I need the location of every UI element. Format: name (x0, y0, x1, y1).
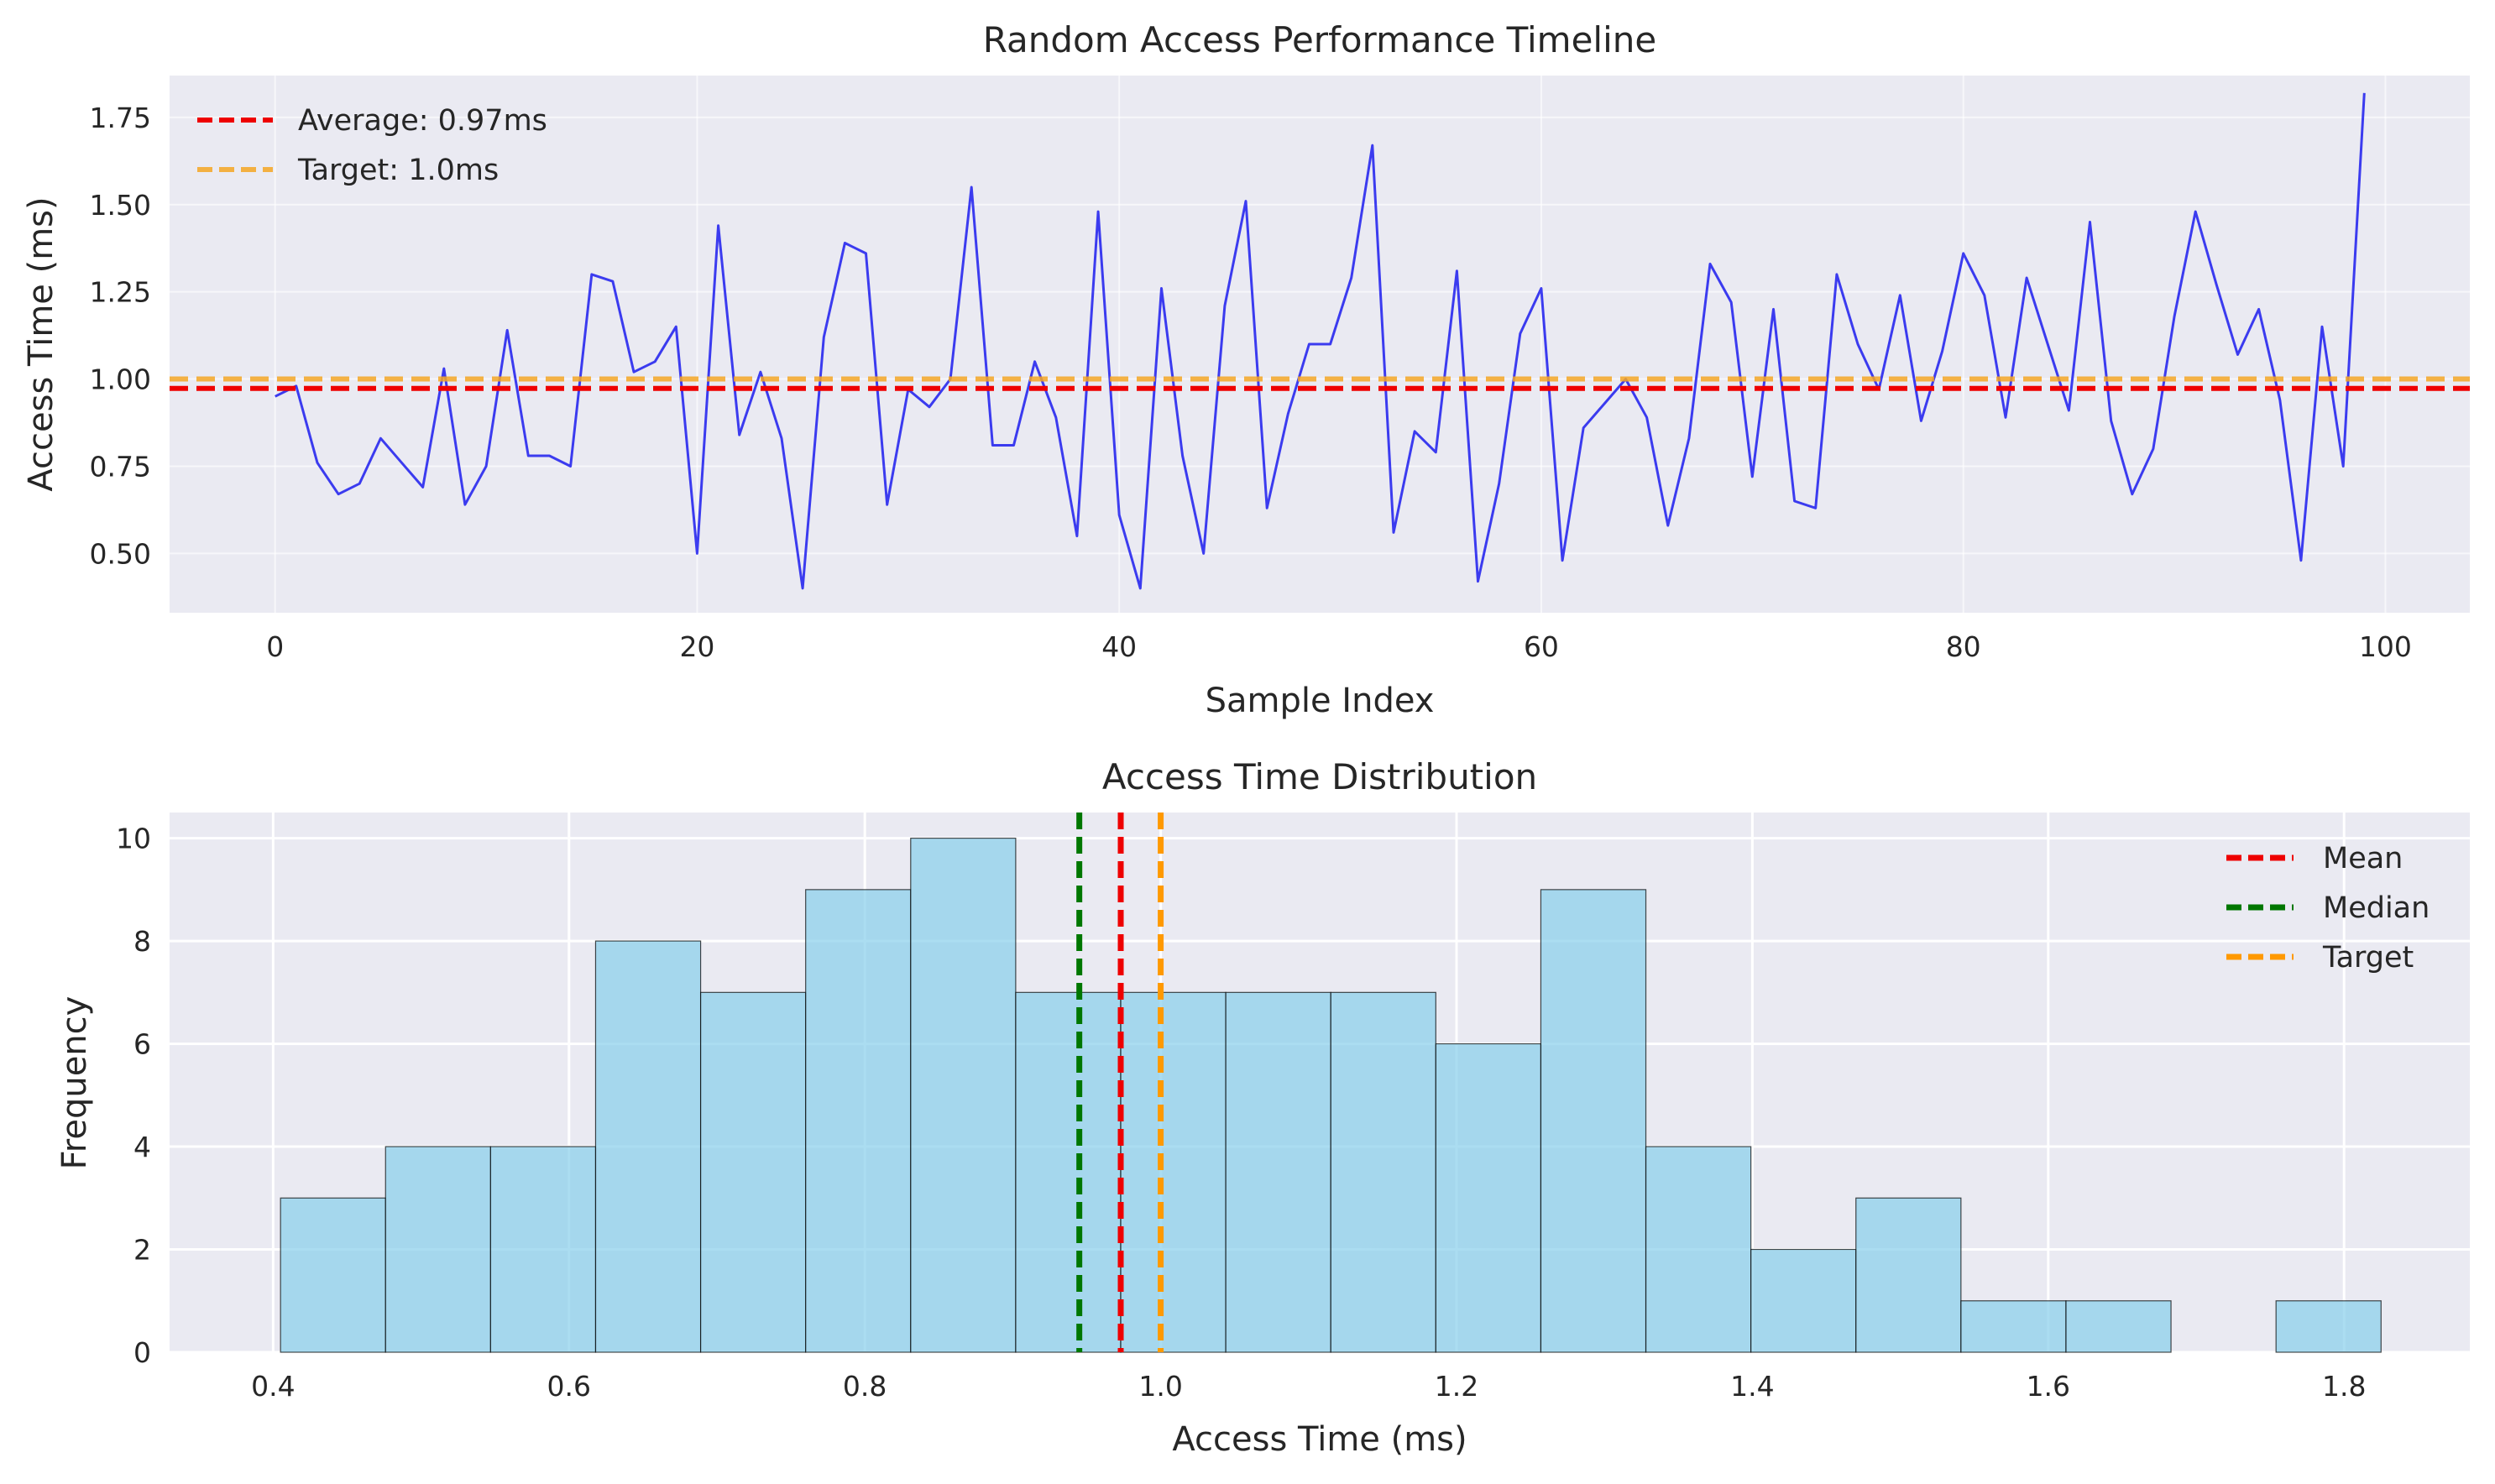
distribution-x-tick-label: 0.4 (251, 1370, 295, 1403)
histogram-bar (489, 1146, 597, 1353)
timeline-y-tick-label: 1.75 (90, 102, 151, 134)
distribution-x-tick-label: 1.0 (1138, 1370, 1182, 1403)
timeline-x-tick-label: 40 (1101, 630, 1137, 663)
histogram-bar (1855, 1197, 1962, 1353)
histogram-bar (1120, 991, 1227, 1353)
timeline-x-tick-label: 0 (266, 630, 284, 663)
distribution-y-tick-label: 4 (133, 1131, 151, 1163)
distribution-legend: Mean Median Target (2226, 842, 2430, 975)
histogram-bar (1540, 889, 1647, 1353)
distribution-y-tick-label: 8 (133, 925, 151, 958)
legend-target-label: Target: 1.0ms (297, 154, 499, 187)
distribution-x-ticks: 0.4 0.6 0.8 1.0 1.2 1.4 1.6 1.8 (251, 1370, 2366, 1403)
timeline-x-label: Sample Index (1206, 682, 1435, 720)
timeline-y-tick-label: 0.75 (90, 450, 151, 483)
histogram-bar (1750, 1248, 1857, 1353)
histogram-bar (594, 940, 702, 1353)
distribution-y-label: Frequency (55, 996, 94, 1170)
histogram-bar (280, 1197, 386, 1353)
distribution-y-ticks: 0 2 4 6 8 10 (116, 823, 151, 1369)
timeline-title: Random Access Performance Timeline (983, 19, 1656, 60)
histogram-bar (910, 838, 1017, 1353)
legend-mean-label: Mean (2323, 842, 2403, 875)
timeline-reference-lines (170, 376, 2470, 391)
legend-median-label: Median (2323, 891, 2430, 925)
timeline-y-tick-label: 1.25 (90, 276, 151, 309)
distribution-title: Access Time Distribution (1102, 756, 1537, 797)
distribution-x-tick-label: 0.6 (547, 1370, 591, 1403)
histogram-bar (384, 1146, 491, 1353)
histogram-bar (2065, 1300, 2172, 1353)
distribution-x-tick-label: 1.6 (2027, 1370, 2070, 1403)
timeline-chart: 0 20 40 60 80 100 0.50 0.75 1.00 1.25 1.50 1.75 Ra… (22, 19, 2470, 720)
distribution-x-label: Access Time (ms) (1172, 1420, 1467, 1459)
distribution-bars (280, 838, 2382, 1353)
timeline-y-tick-label: 1.00 (90, 363, 151, 396)
timeline-x-tick-label: 100 (2359, 630, 2412, 663)
distribution-y-tick-label: 0 (133, 1336, 151, 1369)
timeline-y-ticks: 0.50 0.75 1.00 1.25 1.50 1.75 (90, 102, 151, 570)
timeline-x-ticks: 0 20 40 60 80 100 (266, 630, 2412, 663)
histogram-bar (1015, 991, 1122, 1353)
histogram-bar (2275, 1300, 2382, 1353)
distribution-x-tick-label: 1.2 (1435, 1370, 1478, 1403)
distribution-y-tick-label: 10 (116, 823, 151, 855)
timeline-series (275, 92, 2366, 590)
histogram-bar (1645, 1146, 1752, 1353)
histogram-bar (805, 889, 912, 1353)
timeline-x-tick-label: 80 (1946, 630, 1981, 663)
distribution-chart: 0.4 0.6 0.8 1.0 1.2 1.4 1.6 1.8 0 2 4 6 8 10 Access … (55, 756, 2470, 1459)
distribution-x-tick-label: 1.8 (2322, 1370, 2366, 1403)
timeline-y-tick-label: 0.50 (90, 537, 151, 570)
timeline-legend: Average: 0.97ms Target: 1.0ms (197, 104, 547, 187)
timeline-x-tick-label: 20 (679, 630, 714, 663)
distribution-x-tick-label: 0.8 (843, 1370, 887, 1403)
histogram-bar (1960, 1300, 2067, 1353)
distribution-y-tick-label: 2 (133, 1234, 151, 1267)
legend-target-label-dist: Target (2322, 941, 2414, 975)
timeline-y-label: Access Time (ms) (22, 196, 60, 491)
histogram-bar (1435, 1042, 1542, 1353)
distribution-x-tick-label: 1.4 (1730, 1370, 1774, 1403)
legend-average-label: Average: 0.97ms (298, 104, 547, 138)
histogram-bar (1225, 991, 1331, 1353)
distribution-reference-lines (1076, 813, 1164, 1352)
timeline-x-tick-label: 60 (1524, 630, 1559, 663)
distribution-y-tick-label: 6 (133, 1028, 151, 1061)
timeline-y-tick-label: 1.50 (90, 189, 151, 222)
histogram-bar (1330, 991, 1436, 1353)
timeline-series-line (275, 92, 2366, 590)
histogram-bar (699, 991, 807, 1353)
